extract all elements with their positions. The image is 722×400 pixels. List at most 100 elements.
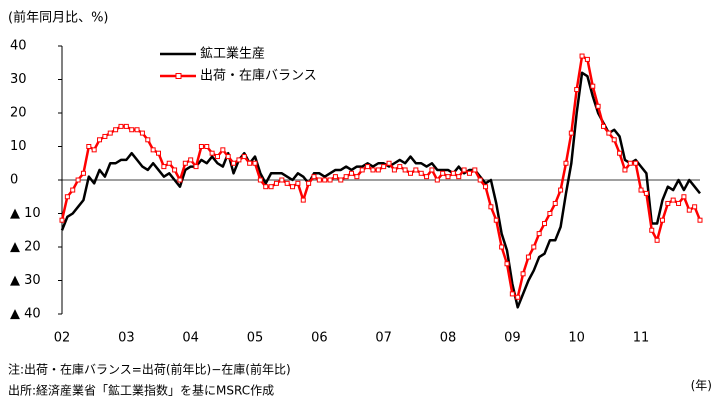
- point-marker: [300, 197, 306, 203]
- point-marker: [91, 147, 97, 153]
- series-line: [60, 54, 702, 299]
- y-axis-label: (前年同月比、%): [8, 10, 109, 26]
- y-tick-label: 40: [10, 39, 27, 54]
- point-marker: [434, 177, 440, 183]
- legend-marker: [175, 73, 182, 79]
- point-marker: [466, 170, 472, 176]
- point-marker: [177, 177, 183, 183]
- point-marker: [391, 167, 397, 173]
- y-tick-label: 10: [10, 139, 27, 154]
- point-marker: [209, 150, 215, 156]
- point-marker: [247, 160, 253, 166]
- point-marker: [161, 164, 167, 170]
- point-marker: [542, 221, 548, 227]
- x-tick-label: 04: [182, 331, 199, 346]
- point-marker: [102, 133, 108, 139]
- point-marker: [515, 294, 521, 300]
- point-marker: [643, 190, 649, 196]
- point-marker: [241, 154, 247, 160]
- point-marker: [64, 194, 70, 200]
- legend-label: 出荷・在庫バランス: [200, 69, 317, 84]
- note: 出所:経済産業省「鉱工業指数」を基にMSRC作成: [8, 383, 274, 398]
- x-tick-label: 09: [504, 331, 521, 346]
- point-marker: [692, 204, 698, 210]
- point-marker: [139, 130, 145, 136]
- point-marker: [327, 177, 333, 183]
- point-marker: [558, 187, 564, 193]
- point-marker: [188, 157, 194, 163]
- point-marker: [113, 127, 119, 133]
- point-marker: [654, 237, 660, 243]
- point-marker: [627, 160, 633, 166]
- point-marker: [166, 160, 172, 166]
- y-tick-label: ▲ 20: [10, 240, 41, 255]
- point-marker: [252, 160, 258, 166]
- point-marker: [225, 154, 231, 160]
- point-marker: [590, 83, 596, 89]
- y-tick-label: ▲ 40: [10, 307, 41, 322]
- point-marker: [429, 167, 435, 173]
- point-marker: [359, 167, 365, 173]
- point-marker: [676, 200, 682, 206]
- point-marker: [499, 244, 505, 250]
- x-tick-label: 03: [118, 331, 135, 346]
- point-marker: [107, 130, 113, 136]
- point-marker: [290, 184, 296, 190]
- point-marker: [129, 127, 135, 133]
- point-marker: [80, 170, 86, 176]
- point-marker: [193, 164, 199, 170]
- point-marker: [150, 147, 156, 153]
- point-marker: [600, 123, 606, 129]
- point-marker: [418, 170, 424, 176]
- point-marker: [284, 180, 290, 186]
- point-marker: [338, 177, 344, 183]
- point-marker: [220, 147, 226, 153]
- point-marker: [686, 207, 692, 213]
- point-marker: [263, 184, 269, 190]
- point-marker: [450, 170, 456, 176]
- point-marker: [70, 187, 76, 193]
- point-marker: [365, 164, 371, 170]
- point-marker: [343, 174, 349, 180]
- point-marker: [172, 167, 178, 173]
- point-marker: [311, 174, 317, 180]
- point-marker: [279, 177, 285, 183]
- point-marker: [381, 164, 387, 170]
- point-marker: [531, 244, 537, 250]
- point-marker: [156, 150, 162, 156]
- point-marker: [145, 137, 151, 143]
- point-marker: [681, 194, 687, 200]
- point-marker: [456, 174, 462, 180]
- point-marker: [386, 160, 392, 166]
- point-marker: [670, 197, 676, 203]
- point-marker: [509, 291, 515, 297]
- point-marker: [97, 137, 103, 143]
- point-marker: [552, 200, 558, 206]
- point-marker: [295, 180, 301, 186]
- point-marker: [402, 167, 408, 173]
- point-marker: [563, 160, 569, 166]
- point-marker: [214, 154, 220, 160]
- point-marker: [611, 137, 617, 143]
- point-marker: [375, 167, 381, 173]
- point-marker: [536, 231, 542, 237]
- point-marker: [595, 103, 601, 109]
- point-marker: [461, 167, 467, 173]
- point-marker: [123, 123, 129, 129]
- point-marker: [59, 217, 65, 223]
- point-marker: [118, 123, 124, 129]
- legend-label: 鉱工業生産: [200, 46, 265, 62]
- point-marker: [477, 177, 483, 183]
- y-tick-label: ▲ 30: [10, 273, 41, 288]
- x-tick-label: 11: [633, 331, 650, 346]
- x-tick-label: 10: [568, 331, 585, 346]
- point-marker: [472, 167, 478, 173]
- point-marker: [349, 170, 355, 176]
- point-marker: [584, 56, 590, 62]
- point-marker: [633, 160, 639, 166]
- point-marker: [268, 184, 274, 190]
- point-marker: [493, 217, 499, 223]
- y-tick-label: 30: [10, 72, 27, 87]
- point-marker: [424, 174, 430, 180]
- point-marker: [606, 130, 612, 136]
